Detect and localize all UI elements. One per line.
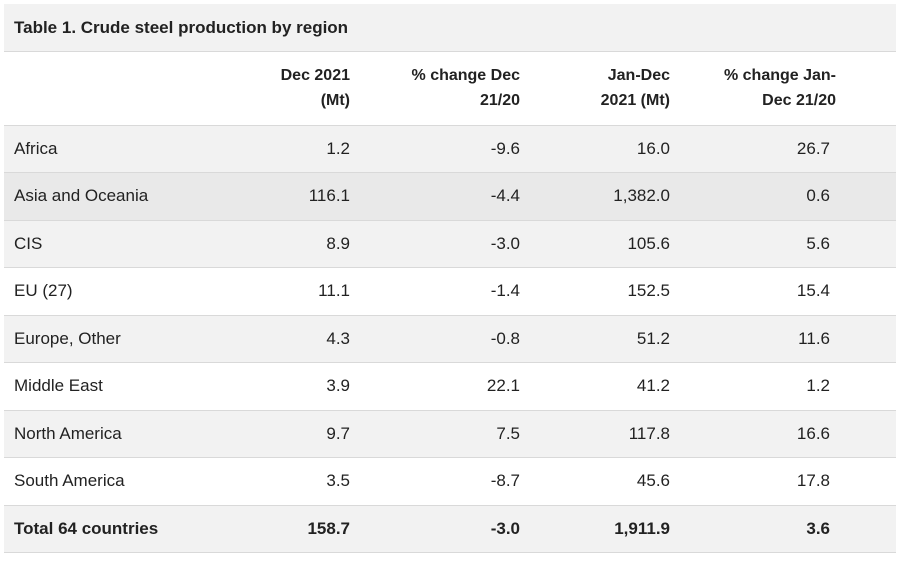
table-row: North America 9.7 7.5 117.8 16.6: [4, 410, 896, 458]
table-row: Africa 1.2 -9.6 16.0 26.7: [4, 125, 896, 173]
header-pct-change-jan-dec-line2: Dec 21/20: [762, 92, 836, 110]
cell-jan-dec: 152.5: [627, 281, 670, 301]
cell-spacer: [840, 173, 896, 221]
steel-table-container: Table 1. Crude steel production by regio…: [4, 4, 896, 553]
cell-pct-change-jan-dec: 16.6: [796, 423, 830, 443]
table-row: CIS 8.9 -3.0 105.6 5.6: [4, 220, 896, 268]
cell-pct-change-dec: 7.5: [496, 423, 520, 443]
header-pct-change-dec-line2: 21/20: [479, 92, 520, 110]
cell-pct-change-jan-dec: 11.6: [798, 328, 830, 348]
table-row: Asia and Oceania 116.1 -4.4 1,382.0 0.6: [4, 172, 896, 221]
table-row: EU (27) 11.1 -1.4 152.5 15.4: [4, 267, 896, 316]
cell-pct-change-jan-dec: 5.6: [806, 233, 830, 253]
cell-dec-2021: 11.1: [318, 281, 350, 301]
cell-spacer: [840, 363, 896, 411]
cell-dec-2021: 9.7: [326, 423, 350, 443]
steel-production-table: Dec 2021 (Mt) % change Dec 21/20 Jan-Dec…: [4, 52, 896, 553]
table-caption: Table 1. Crude steel production by regio…: [4, 4, 896, 52]
cell-spacer: [840, 125, 896, 173]
cell-dec-2021: 158.7: [307, 518, 350, 538]
cell-region: Asia and Oceania: [14, 186, 149, 206]
cell-region: CIS: [14, 233, 43, 253]
cell-pct-change-dec: 22.1: [486, 376, 520, 396]
cell-dec-2021: 4.3: [326, 328, 350, 348]
cell-pct-change-dec: -0.8: [490, 328, 520, 348]
cell-jan-dec: 51.2: [636, 328, 670, 348]
header-dec-2021-line1: Dec 2021: [280, 67, 350, 85]
cell-jan-dec: 1,911.9: [614, 518, 670, 538]
cell-region: Europe, Other: [14, 328, 121, 348]
cell-pct-change-dec: -9.6: [490, 138, 520, 158]
header-pct-change-jan-dec: % change Jan- Dec 21/20: [680, 52, 840, 126]
cell-spacer: [840, 410, 896, 458]
cell-pct-change-jan-dec: 17.8: [796, 471, 830, 491]
cell-region: North America: [14, 423, 122, 443]
cell-jan-dec: 105.6: [627, 233, 670, 253]
cell-pct-change-jan-dec: 0.6: [806, 186, 830, 206]
header-dec-2021: Dec 2021 (Mt): [250, 52, 360, 126]
header-pct-change-dec: % change Dec 21/20: [360, 52, 530, 126]
header-pct-change-jan-dec-line1: % change Jan-: [723, 67, 836, 85]
cell-pct-change-dec: -3.0: [490, 518, 520, 538]
header-jan-dec-line1: Jan-Dec: [607, 67, 670, 85]
cell-spacer: [840, 315, 896, 363]
cell-region: EU (27): [14, 281, 73, 301]
cell-pct-change-jan-dec: 26.7: [796, 138, 830, 158]
cell-region: Africa: [14, 138, 58, 158]
cell-jan-dec: 1,382.0: [613, 186, 670, 206]
cell-dec-2021: 3.9: [326, 376, 350, 396]
header-pct-change-dec-line1: % change Dec: [411, 67, 520, 85]
header-row: Dec 2021 (Mt) % change Dec 21/20 Jan-Dec…: [4, 52, 896, 126]
cell-pct-change-dec: -3.0: [490, 233, 520, 253]
cell-dec-2021: 3.5: [326, 471, 350, 491]
cell-dec-2021: 1.2: [326, 138, 350, 158]
cell-jan-dec: 41.2: [636, 376, 670, 396]
cell-pct-change-jan-dec: 3.6: [806, 518, 830, 538]
header-region: [4, 52, 250, 126]
cell-spacer: [840, 220, 896, 268]
cell-region: South America: [14, 471, 125, 491]
table-row-total: Total 64 countries 158.7 -3.0 1,911.9 3.…: [4, 505, 896, 553]
header-jan-dec-line2: 2021 (Mt): [600, 92, 670, 110]
table-row: Middle East 3.9 22.1 41.2 1.2: [4, 362, 896, 411]
cell-pct-change-jan-dec: 15.4: [796, 281, 830, 301]
table-row: South America 3.5 -8.7 45.6 17.8: [4, 457, 896, 506]
cell-pct-change-dec: -8.7: [490, 471, 520, 491]
cell-jan-dec: 45.6: [636, 471, 670, 491]
table-row: Europe, Other 4.3 -0.8 51.2 11.6: [4, 315, 896, 363]
header-dec-2021-line2: (Mt): [320, 92, 350, 110]
cell-spacer: [840, 458, 896, 506]
cell-spacer: [840, 505, 896, 553]
cell-pct-change-jan-dec: 1.2: [806, 376, 830, 396]
cell-pct-change-dec: -1.4: [490, 281, 520, 301]
cell-region: Total 64 countries: [14, 518, 159, 538]
cell-jan-dec: 16.0: [636, 138, 670, 158]
cell-jan-dec: 117.8: [628, 423, 670, 443]
cell-dec-2021: 8.9: [326, 233, 350, 253]
header-jan-dec: Jan-Dec 2021 (Mt): [530, 52, 680, 126]
cell-pct-change-dec: -4.4: [490, 186, 520, 206]
cell-spacer: [840, 268, 896, 316]
header-spacer: [840, 52, 896, 126]
cell-region: Middle East: [14, 376, 103, 396]
cell-dec-2021: 116.1: [308, 186, 350, 206]
